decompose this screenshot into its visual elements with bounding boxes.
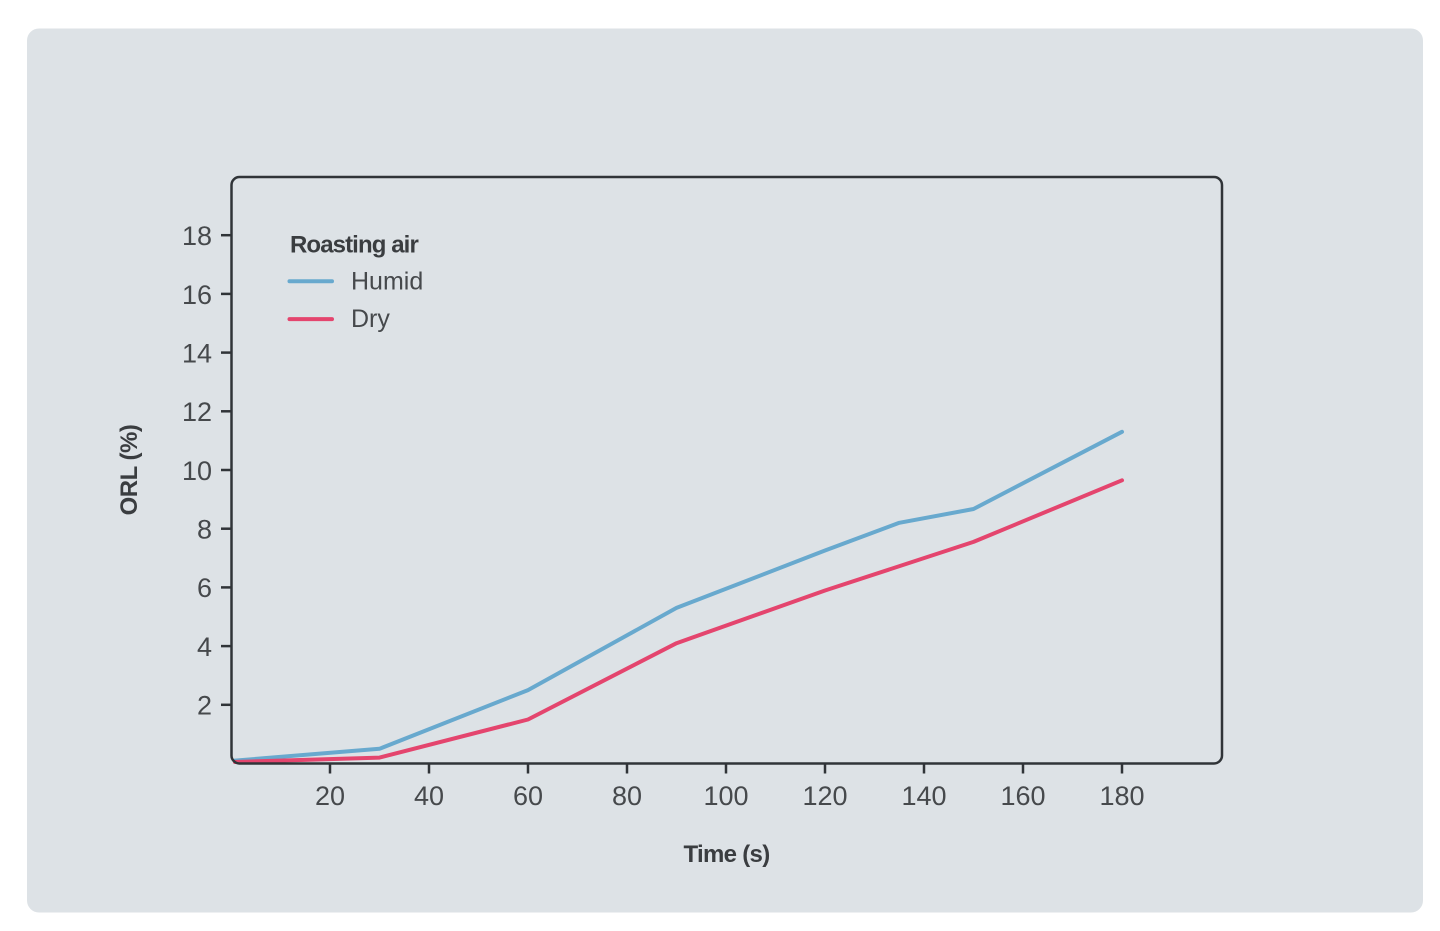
svg-text:60: 60: [513, 781, 543, 811]
svg-text:10: 10: [182, 456, 212, 486]
svg-text:8: 8: [197, 515, 212, 545]
svg-text:120: 120: [802, 781, 847, 811]
svg-text:6: 6: [197, 573, 212, 603]
svg-text:140: 140: [901, 781, 946, 811]
svg-text:18: 18: [182, 221, 212, 251]
svg-text:12: 12: [182, 397, 212, 427]
svg-text:Humid: Humid: [351, 268, 423, 296]
svg-text:80: 80: [612, 781, 642, 811]
svg-text:Dry: Dry: [351, 305, 390, 333]
svg-text:100: 100: [703, 781, 748, 811]
svg-text:ORL (%): ORL (%): [116, 425, 143, 516]
svg-text:Roasting air: Roasting air: [290, 232, 418, 259]
svg-text:Time (s): Time (s): [684, 841, 770, 868]
svg-text:180: 180: [1099, 781, 1144, 811]
svg-text:160: 160: [1000, 781, 1045, 811]
svg-text:16: 16: [182, 280, 212, 310]
svg-text:14: 14: [182, 339, 212, 369]
svg-text:20: 20: [315, 781, 345, 811]
svg-text:40: 40: [414, 781, 444, 811]
svg-text:2: 2: [197, 691, 212, 721]
svg-text:4: 4: [197, 632, 212, 662]
